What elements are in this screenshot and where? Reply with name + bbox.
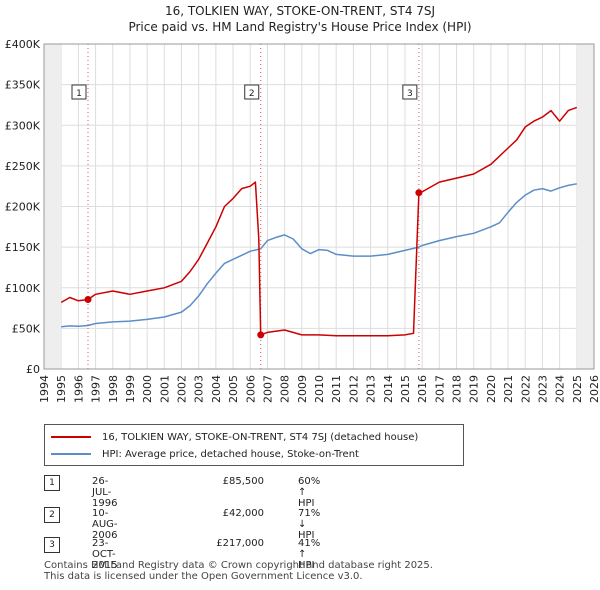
series-line-property	[60, 106, 578, 337]
transaction-label: 1	[76, 89, 82, 99]
x-tick-label: 2007	[261, 375, 274, 403]
x-tick-label: 1995	[55, 375, 68, 403]
transaction-label: 2	[249, 89, 255, 99]
x-tick-label: 2012	[347, 375, 360, 403]
x-tick-label: 2003	[193, 375, 206, 403]
grid	[43, 43, 595, 370]
x-tick-label: 2016	[416, 375, 429, 403]
legend-item-property: 16, TOLKIEN WAY, STOKE-ON-TRENT, ST4 7SJ…	[51, 429, 418, 445]
x-tick-label: 2019	[468, 375, 481, 403]
x-tick-label: 2026	[588, 375, 600, 403]
transaction-hpi: 60% ↑ HPI	[298, 476, 321, 509]
y-tick-label: £200K	[5, 201, 41, 214]
x-tick-label: 2002	[176, 375, 189, 403]
x-tick-label: 2014	[382, 375, 395, 403]
x-tick-label: 2022	[519, 375, 532, 403]
x-tick-label: 2008	[279, 375, 292, 403]
series	[60, 106, 578, 337]
transaction-price: £42,000	[222, 508, 264, 519]
y-tick-label: £350K	[5, 79, 41, 92]
x-tick-label: 2018	[451, 375, 464, 403]
x-tick-label: 2024	[554, 375, 567, 403]
legend-label-property: 16, TOLKIEN WAY, STOKE-ON-TRENT, ST4 7SJ…	[102, 431, 419, 443]
transaction-date: 26-JUL-1996	[92, 476, 118, 509]
transaction-point	[257, 331, 265, 339]
y-tick-label: £50K	[12, 322, 41, 335]
hatch-right	[576, 44, 594, 369]
transaction-hpi: 71% ↓ HPI	[298, 508, 321, 541]
footer-copyright: Contains HM Land Registry data © Crown c…	[44, 560, 433, 571]
x-tick-label: 1999	[124, 375, 137, 403]
legend: 16, TOLKIEN WAY, STOKE-ON-TRENT, ST4 7SJ…	[44, 424, 464, 466]
legend-swatch-blue	[51, 453, 91, 455]
transaction-number: 2	[44, 507, 60, 523]
transaction-price: £85,500	[222, 476, 264, 487]
x-tick-label: 2021	[502, 375, 515, 403]
x-tick-label: 2004	[210, 375, 223, 403]
transaction-date: 23-OCT-2015	[92, 538, 118, 571]
x-tick-label: 2005	[227, 375, 240, 403]
x-tick-label: 1997	[90, 375, 103, 403]
y-tick-label: £250K	[5, 160, 41, 173]
x-tick-label: 2000	[141, 375, 154, 403]
transaction-label-box	[244, 84, 260, 100]
y-tick-label: £0	[26, 363, 40, 376]
legend-item-hpi: HPI: Average price, detached house, Stok…	[51, 446, 359, 462]
price-chart: 1 2 3 £0 £50K £100K £150K £200K £250K £300K £350K…	[5, 38, 600, 403]
y-tick-label: £400K	[5, 38, 41, 51]
x-tick-label: 2025	[571, 375, 584, 403]
y-tick-label: £150K	[5, 241, 41, 254]
x-tick-label: 2006	[244, 375, 257, 403]
chart-subtitle: Price paid vs. HM Land Registry's House …	[128, 20, 472, 34]
x-tick-label: 2009	[296, 375, 309, 403]
x-tick-label: 2001	[158, 375, 171, 403]
y-tick-label: £300K	[5, 119, 41, 132]
transaction-number: 1	[44, 475, 60, 491]
transaction-markers: 1 2 3	[71, 84, 423, 339]
x-tick-label: 2013	[365, 375, 378, 403]
transaction-price: £217,000	[216, 538, 264, 549]
x-tick-label: 2015	[399, 375, 412, 403]
transaction-label-box	[402, 84, 418, 100]
x-tick-label: 2023	[536, 375, 549, 403]
x-tick-label: 1996	[72, 375, 85, 403]
legend-label-hpi: HPI: Average price, detached house, Stok…	[102, 448, 359, 460]
x-tick-label: 2010	[313, 375, 326, 403]
plot-frame	[43, 43, 595, 370]
transaction-label: 3	[407, 89, 413, 99]
chart-title: 16, TOLKIEN WAY, STOKE-ON-TRENT, ST4 7SJ	[164, 4, 436, 18]
transaction-point	[84, 296, 92, 304]
series-line-hpi	[61, 183, 577, 328]
legend-swatch-red	[51, 436, 91, 438]
transaction-point	[415, 189, 423, 197]
transaction-number: 3	[44, 537, 60, 553]
axes: £0 £50K £100K £150K £200K £250K £300K £350K £400…	[5, 38, 600, 403]
transaction-hpi: 41% ↑ HPI	[298, 538, 321, 571]
transaction-label-box	[71, 84, 87, 100]
x-tick-label: 2020	[485, 375, 498, 403]
x-tick-label: 1994	[38, 375, 51, 403]
footer: Contains HM Land Registry data © Crown c…	[44, 560, 433, 582]
footer-license: This data is licensed under the Open Gov…	[44, 571, 363, 582]
x-tick-label: 2017	[433, 375, 446, 403]
y-tick-label: £100K	[5, 282, 41, 295]
x-tick-label: 2011	[330, 375, 343, 403]
x-tick-label: 1998	[107, 375, 120, 403]
data-range-shading	[44, 44, 594, 369]
transaction-date: 10-AUG-2006	[92, 508, 118, 541]
hatch-left	[44, 44, 62, 369]
